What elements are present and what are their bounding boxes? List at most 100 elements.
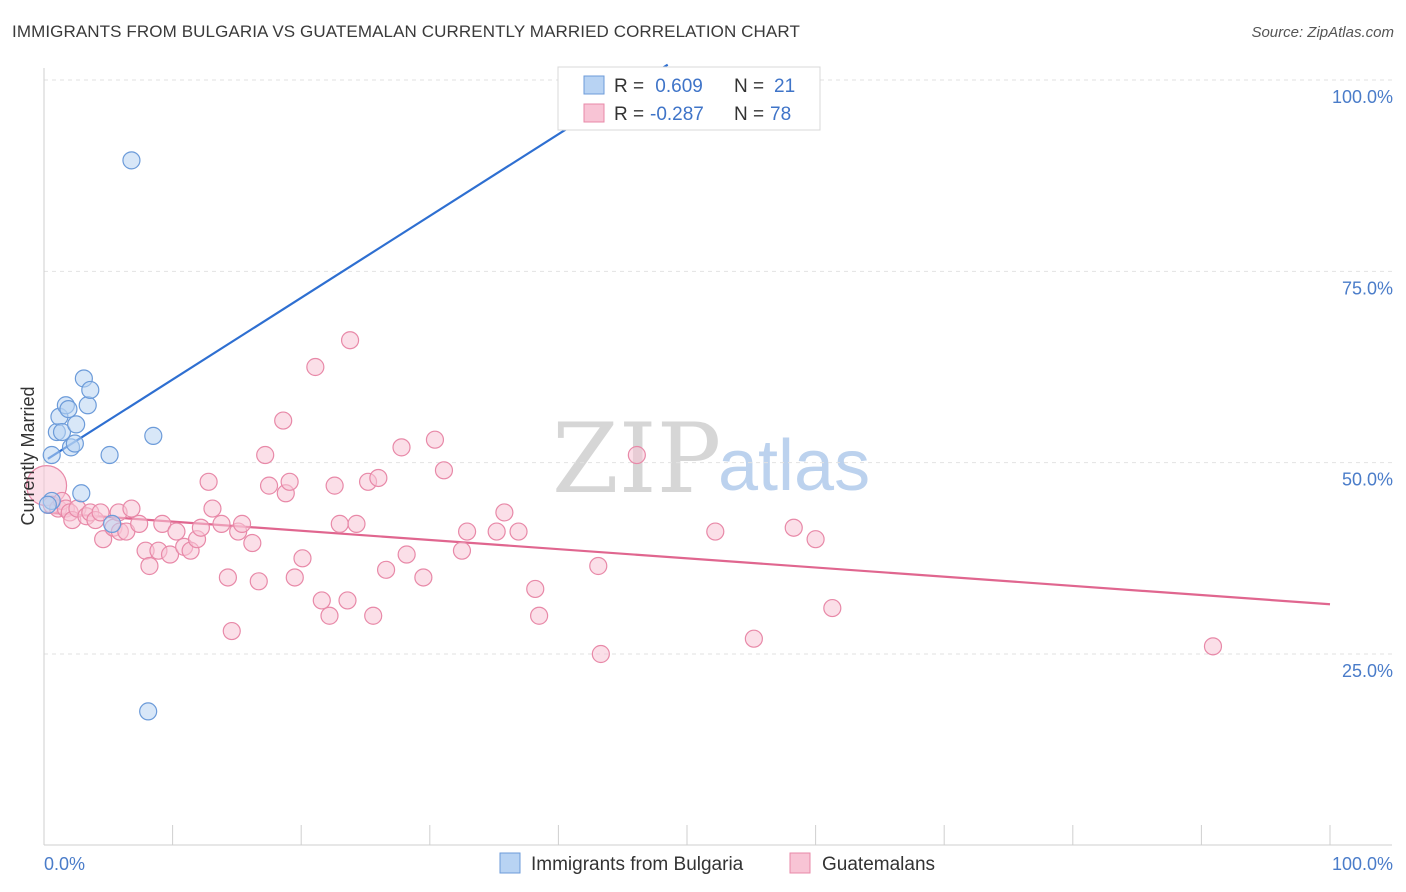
guatemalans-point [222,621,241,641]
guatemalans-point [784,518,803,537]
guatemalans-point [392,438,411,457]
guatemalans-point [589,556,608,576]
bulgaria-point [100,445,119,465]
guatemalans-point [140,556,159,576]
data-points [25,67,1223,721]
legend-n-value-2: 78 [770,104,791,125]
source-label: Source: ZipAtlas.com [1251,24,1394,41]
guatemalans-point [130,514,149,533]
guatemalans-point [487,522,506,541]
guatemalans-point [293,549,312,568]
legend-n-label-2: N = [734,104,764,125]
guatemalans-point [153,514,172,533]
bulgaria-point [144,426,163,445]
guatemalans-point [526,579,545,599]
watermark-atlas: atlas [718,426,870,506]
guatemalans-point [364,606,383,625]
legend-swatch-bulgaria [583,75,605,95]
guatemalans-point [1203,637,1223,656]
y-tick-label: 100.0% [1332,87,1393,107]
x-ticks: 0.0% 100.0% [43,825,1393,874]
guatemalans-point [627,445,646,465]
guatemalans-point [243,533,262,553]
guatemalans-point [320,606,339,625]
guatemalans-point [397,545,416,564]
bulgaria-point [103,514,122,533]
guatemalans-point [414,568,433,587]
guatemalans-point [434,461,454,480]
guatemalans-point [191,518,210,537]
guatemalans-point [259,476,279,495]
guatemalans-point [330,514,349,533]
guatemalans-point [347,514,366,533]
y-axis-title: Currently Married [18,386,38,525]
guatemalans-point [325,476,344,495]
guatemalans-point [452,541,472,560]
guatemalans-point [249,572,268,591]
bottom-legend-label-guatemalans: Guatemalans [822,854,935,875]
guatemalans-point [212,514,231,533]
legend-r-label-1: R = [614,76,644,97]
bulgaria-point [81,380,100,400]
x-tick-label: 100.0% [1332,854,1393,874]
y-ticks: 25.0% 50.0% 75.0% 100.0% [1332,87,1393,681]
correlation-legend: R = 0.609 N = 21 R = -0.287 N = 78 [557,66,821,131]
y-tick-label: 75.0% [1342,278,1393,298]
bulgaria-point [78,396,97,415]
guatemalans-point [232,514,252,533]
guatemalans-point [823,598,842,618]
bulgaria-point [52,422,72,442]
guatemalans-point [306,357,325,377]
bulgaria-point [139,702,158,721]
legend-swatch-guatemalans [583,103,605,123]
bulgaria-point [38,495,57,514]
guatemalans-point [530,606,549,625]
guatemalans-point [495,503,514,522]
guatemalans-point [744,629,763,648]
guatemalans-point [256,445,275,465]
guatemalans-point [376,560,396,579]
bulgaria-point [67,415,86,434]
bulgaria-point [59,399,78,419]
bottom-legend-swatch-bulgaria [499,852,521,874]
guatemalans-point [167,522,186,541]
legend-r-value-2: -0.287 [650,104,704,125]
guatemalans-point [285,568,304,587]
bulgaria-point [122,151,141,170]
guatemalans-point [122,499,141,518]
y-tick-label: 25.0% [1342,661,1393,681]
guatemalans-point [340,331,360,350]
series-legend: Immigrants from Bulgaria Guatemalans [499,852,935,875]
guatemalans-point [369,468,388,488]
legend-n-label-1: N = [734,76,764,97]
guatemalans-point [94,530,113,549]
legend-r-label-2: R = [614,104,644,125]
guatemalans-point [338,591,357,610]
chart-title: IMMIGRANTS FROM BULGARIA VS GUATEMALAN C… [12,22,800,41]
bottom-legend-swatch-guatemalans [789,852,811,874]
guatemalans-point [457,522,477,541]
guatemalans-point [312,591,331,610]
legend-r-value-1: 0.609 [650,76,703,97]
guatemalans-point [806,530,825,549]
bottom-legend-label-bulgaria: Immigrants from Bulgaria [531,854,744,875]
bulgaria-point [42,445,61,465]
guatemalans-point [706,522,725,541]
bulgaria-point [65,434,84,453]
guatemalans-point [203,499,222,518]
guatemalans-point [280,472,299,491]
guatemalans-point [274,411,293,430]
guatemalans-trend-line [43,511,1331,606]
guatemalans-point [509,522,528,541]
legend-n-value-1: 21 [774,76,795,97]
guatemalans-point [199,472,218,491]
guatemalans-point [218,568,237,587]
guatemalans-point [91,503,110,522]
gridlines [44,79,1392,655]
guatemalans-point [591,644,610,664]
guatemalans-point [160,545,180,564]
x-tick-label: 0.0% [44,854,85,874]
y-tick-label: 50.0% [1342,470,1393,490]
guatemalans-point [425,430,445,449]
